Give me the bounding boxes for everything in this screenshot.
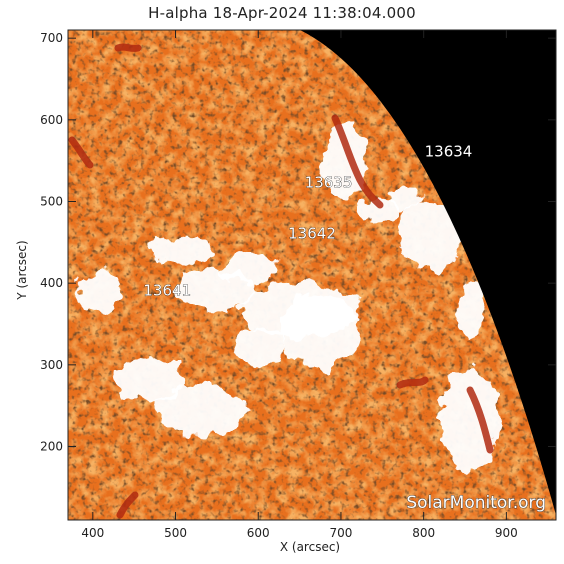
x-tick-label: 600 <box>247 526 270 540</box>
x-tick-label: 800 <box>412 526 435 540</box>
plage-blob <box>456 282 484 338</box>
plage-blob <box>150 236 210 264</box>
filament <box>114 43 142 52</box>
x-tick-label: 900 <box>495 526 518 540</box>
plage-blob <box>78 268 122 312</box>
x-axis-ticks: 400 500 600 700 800 900 <box>81 30 518 540</box>
filament <box>68 136 94 169</box>
filament <box>466 386 494 454</box>
y-tick-label: 500 <box>40 195 63 209</box>
active-region-label: 13641 <box>143 281 191 299</box>
plage-blob <box>280 292 360 368</box>
y-tick-label: 700 <box>40 31 63 45</box>
y-tick-label: 300 <box>40 358 63 372</box>
plage-blob <box>391 190 419 210</box>
plage-blob <box>360 198 400 222</box>
bright-plage-regions <box>78 122 500 470</box>
y-tick-label: 400 <box>40 276 63 290</box>
plot-frame <box>67 29 557 521</box>
plage-blob <box>155 385 245 435</box>
y-axis-ticks: 200 300 400 500 600 700 <box>40 31 556 454</box>
active-region-label: 13635 <box>305 174 353 192</box>
plage-blob <box>235 325 285 365</box>
plage-blob <box>440 370 500 470</box>
plage-blob <box>115 358 185 402</box>
x-tick-label: 700 <box>329 526 352 540</box>
active-region-label: 13634 <box>425 143 473 161</box>
x-tick-label: 500 <box>164 526 187 540</box>
x-tick-label: 400 <box>81 526 104 540</box>
outer-space-region <box>300 30 556 515</box>
y-tick-label: 600 <box>40 113 63 127</box>
active-region-label: 13642 <box>288 224 336 242</box>
active-region-labels: 13634 13635 13642 13641 <box>143 142 473 299</box>
plage-blob <box>398 201 462 269</box>
watermark: SolarMonitor.org <box>406 493 546 513</box>
dark-filaments <box>68 43 494 519</box>
filament <box>396 376 429 389</box>
plage-blob <box>222 256 278 284</box>
filament <box>116 491 139 519</box>
filament <box>331 114 384 209</box>
image-title: H-alpha 18-Apr-2024 11:38:04.000 <box>148 4 416 22</box>
x-axis-label: X (arcsec) <box>279 540 341 554</box>
y-tick-label: 200 <box>40 440 63 454</box>
